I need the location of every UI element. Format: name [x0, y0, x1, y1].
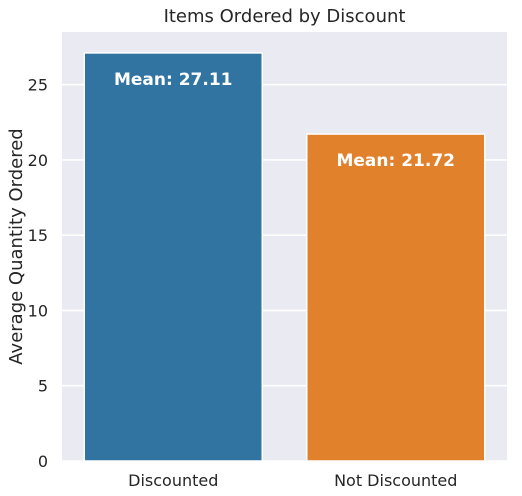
x-tick-label: Discounted [128, 471, 218, 490]
y-tick-labels: 0 5 10 15 20 25 [28, 76, 48, 471]
x-tick-labels: Discounted Not Discounted [128, 471, 457, 490]
bar-discounted [84, 53, 262, 461]
bar-not-discounted [307, 134, 485, 461]
y-tick-label: 25 [28, 76, 48, 95]
y-tick-label: 20 [28, 151, 48, 170]
y-axis-title: Average Quantity Ordered [6, 128, 27, 364]
y-tick-label: 15 [28, 226, 48, 245]
chart-title: Items Ordered by Discount [164, 6, 406, 27]
y-tick-label: 10 [28, 301, 48, 320]
y-tick-label: 0 [38, 452, 48, 471]
bar-annotation: Mean: 27.11 [114, 70, 233, 90]
y-tick-label: 5 [38, 377, 48, 396]
bar-annotation: Mean: 21.72 [336, 151, 455, 171]
x-tick-label: Not Discounted [334, 471, 457, 490]
